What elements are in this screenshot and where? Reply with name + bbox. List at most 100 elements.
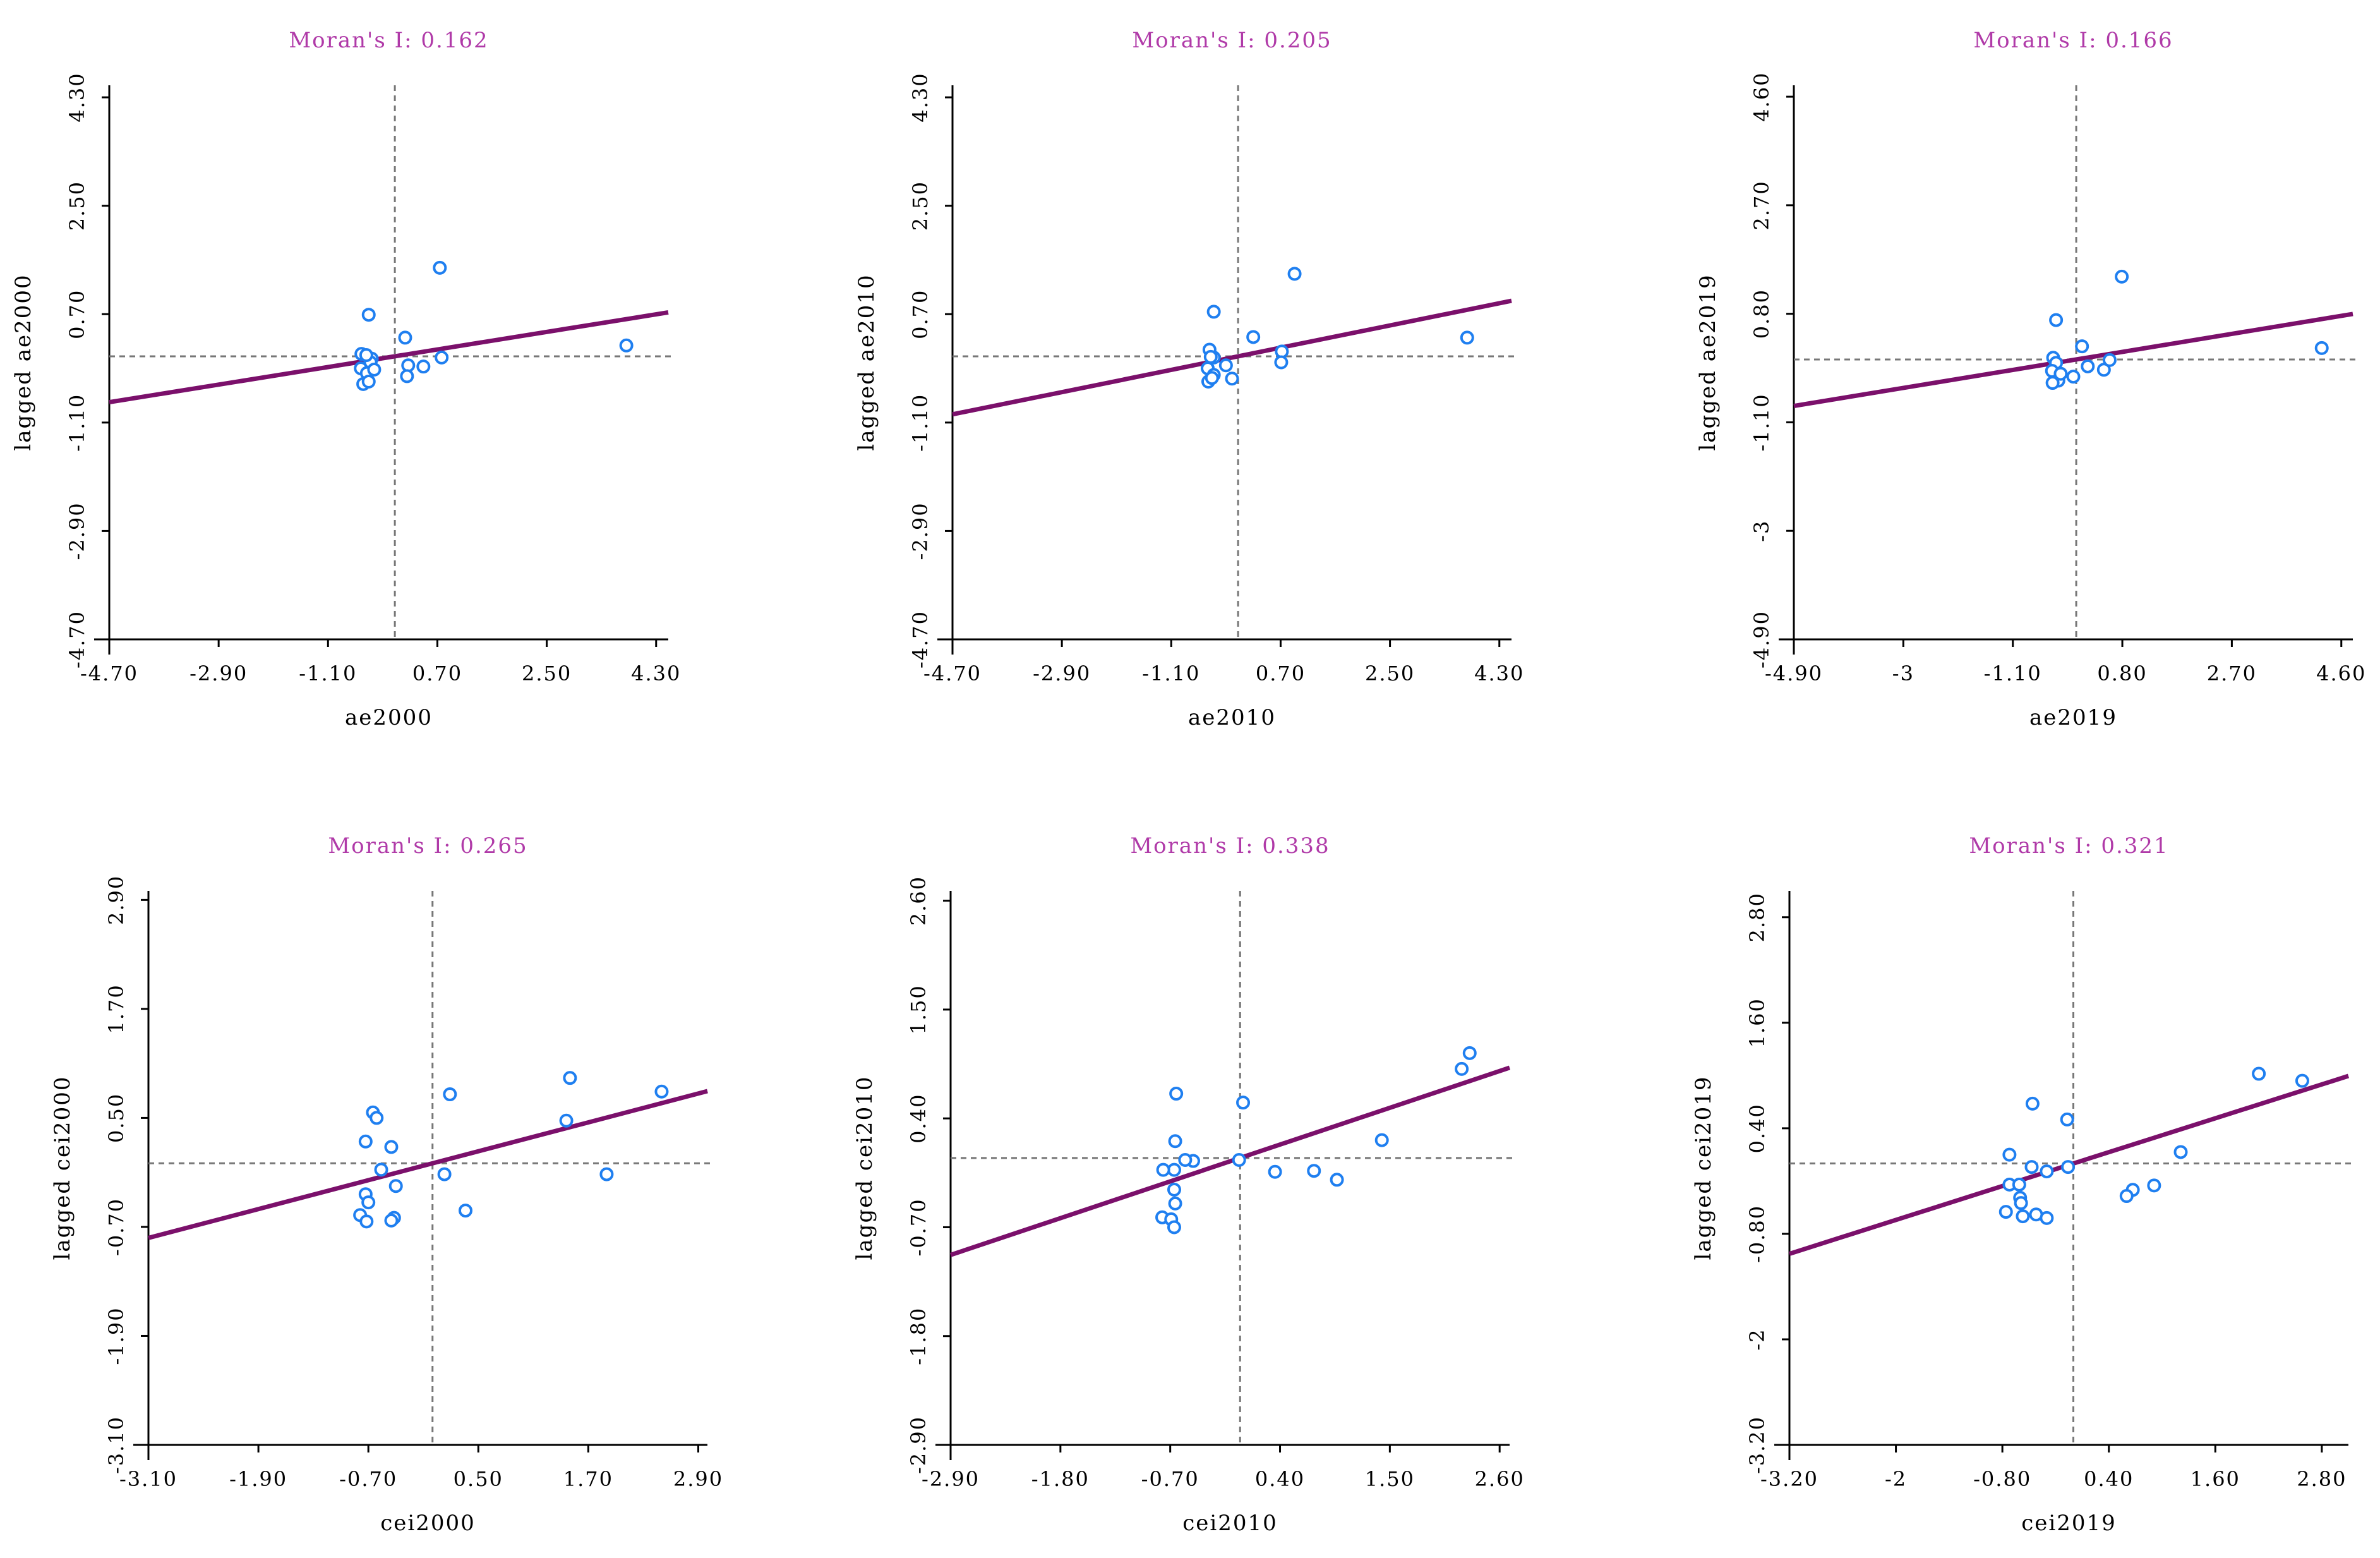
x-axis-label: ae2000 (345, 705, 433, 730)
y-tick-label: -4.70 (65, 610, 89, 668)
chart-title: Moran's I: 0.162 (289, 28, 488, 53)
data-point (1156, 1162, 1170, 1177)
data-point (1455, 1061, 1469, 1076)
x-tick-label: 0.40 (2084, 1467, 2134, 1491)
x-tick-label: 0.50 (454, 1467, 503, 1491)
x-tick-label: 4.30 (1474, 661, 1524, 685)
x-tick-label: 1.50 (1365, 1467, 1415, 1491)
y-tick-label: -1.10 (908, 394, 932, 452)
regression-line (1793, 311, 2353, 408)
x-axis-label: cei2019 (2021, 1511, 2117, 1536)
data-point (2066, 370, 2081, 384)
y-tick-label: 0.50 (104, 1093, 128, 1143)
y-tick-label: 1.70 (104, 984, 128, 1034)
y-tick-label: 0.70 (908, 289, 932, 339)
data-point (2061, 1160, 2076, 1175)
chart-title: Moran's I: 0.166 (1973, 28, 2173, 53)
data-point (1167, 1162, 1181, 1177)
x-tick-label: 2.90 (673, 1467, 723, 1491)
x-tick-label: 2.50 (522, 661, 572, 685)
data-point (359, 348, 373, 363)
y-tick-label: 0.40 (1745, 1103, 1769, 1153)
chart-title: Moran's I: 0.338 (1130, 833, 1330, 859)
y-axis-label: lagged ae2019 (1695, 274, 1721, 450)
data-point (1232, 1152, 1246, 1167)
data-point (2002, 1147, 2017, 1162)
y-tick-label: -4.90 (1750, 610, 1774, 668)
y-tick-label: 0.70 (65, 289, 89, 339)
data-point (1998, 1205, 2013, 1219)
x-tick-label: -2.90 (922, 1467, 980, 1491)
data-point (619, 338, 634, 353)
data-point (2060, 1112, 2074, 1126)
x-tick-label: -3.10 (119, 1467, 177, 1491)
chart-title: Moran's I: 0.205 (1132, 28, 1331, 53)
y-tick-label: -2.90 (65, 502, 89, 560)
data-point (1246, 330, 1261, 344)
data-point (1225, 371, 1239, 386)
y-tick-label: 2.70 (1750, 180, 1774, 230)
x-tick-label: -0.80 (1973, 1467, 2031, 1491)
data-point (2075, 339, 2089, 354)
data-point (361, 308, 376, 322)
y-tick-label: 2.50 (908, 181, 932, 231)
x-tick-label: 4.30 (631, 661, 681, 685)
y-tick-label: 1.50 (906, 984, 930, 1034)
data-point (384, 1213, 399, 1228)
y-axis-label: lagged ae2000 (11, 274, 36, 450)
y-tick-label: -3 (1750, 520, 1774, 542)
regression-line (148, 1089, 708, 1240)
x-tick-label: -4.70 (80, 661, 138, 685)
data-point (1168, 1196, 1182, 1211)
data-point (1168, 1134, 1182, 1149)
x-axis-label: ae2019 (2029, 705, 2117, 730)
x-tick-label: -1.90 (229, 1467, 287, 1491)
y-axis-label: lagged cei2019 (1691, 1076, 1716, 1260)
data-point (2081, 359, 2095, 373)
data-point (599, 1167, 614, 1181)
data-point (2053, 366, 2068, 381)
data-point (2014, 1196, 2028, 1211)
moran-plot-cei2010: Moran's I: 0.338 cei2010 lagged cei2010 … (852, 833, 1524, 1536)
y-tick-label: -0.80 (1745, 1205, 1769, 1263)
data-point (1167, 1220, 1181, 1235)
y-tick-label: 2.90 (104, 875, 128, 925)
data-point (1268, 1164, 1282, 1179)
y-tick-label: 2.50 (65, 181, 89, 231)
chart-title: Moran's I: 0.265 (328, 833, 527, 859)
data-point (1178, 1152, 1193, 1167)
data-point (374, 1162, 388, 1177)
regression-line (109, 310, 669, 405)
regression-line (949, 1065, 1511, 1257)
y-tick-label: -2.90 (908, 502, 932, 560)
x-tick-label: -4.90 (1765, 661, 1823, 685)
regression-line (952, 298, 1512, 417)
data-point (1274, 355, 1289, 370)
data-point (1203, 349, 1218, 364)
x-axis-label: ae2010 (1188, 705, 1276, 730)
data-point (1218, 358, 1233, 373)
data-point (2173, 1145, 2188, 1159)
moran-plot-cei2019: Moran's I: 0.321 cei2019 lagged cei2019 … (1691, 833, 2355, 1536)
y-tick-label: -0.70 (906, 1198, 930, 1256)
y-tick-label: -1.80 (906, 1307, 930, 1365)
data-point (358, 1134, 373, 1149)
moran-plot-cei2000: Moran's I: 0.265 cei2000 lagged cei2000 … (50, 833, 723, 1536)
data-point (1374, 1133, 1389, 1147)
data-point (1462, 1046, 1477, 1060)
data-point (443, 1087, 457, 1102)
y-tick-label: -2 (1745, 1328, 1769, 1350)
x-tick-label: 1.70 (563, 1467, 613, 1491)
data-point (2024, 1160, 2039, 1175)
y-tick-label: 0.40 (906, 1094, 930, 1144)
data-point (2314, 341, 2329, 355)
x-tick-label: 0.40 (1255, 1467, 1305, 1491)
x-tick-label: 4.60 (2316, 661, 2366, 685)
data-point (361, 375, 376, 389)
data-point (2040, 1211, 2054, 1225)
data-point (559, 1113, 574, 1128)
data-point (654, 1084, 669, 1099)
moran-plot-ae2019: Moran's I: 0.166 ae2019 lagged ae2019 -4… (1695, 28, 2366, 730)
x-tick-label: -2.90 (1033, 661, 1091, 685)
data-point (2119, 1189, 2134, 1204)
